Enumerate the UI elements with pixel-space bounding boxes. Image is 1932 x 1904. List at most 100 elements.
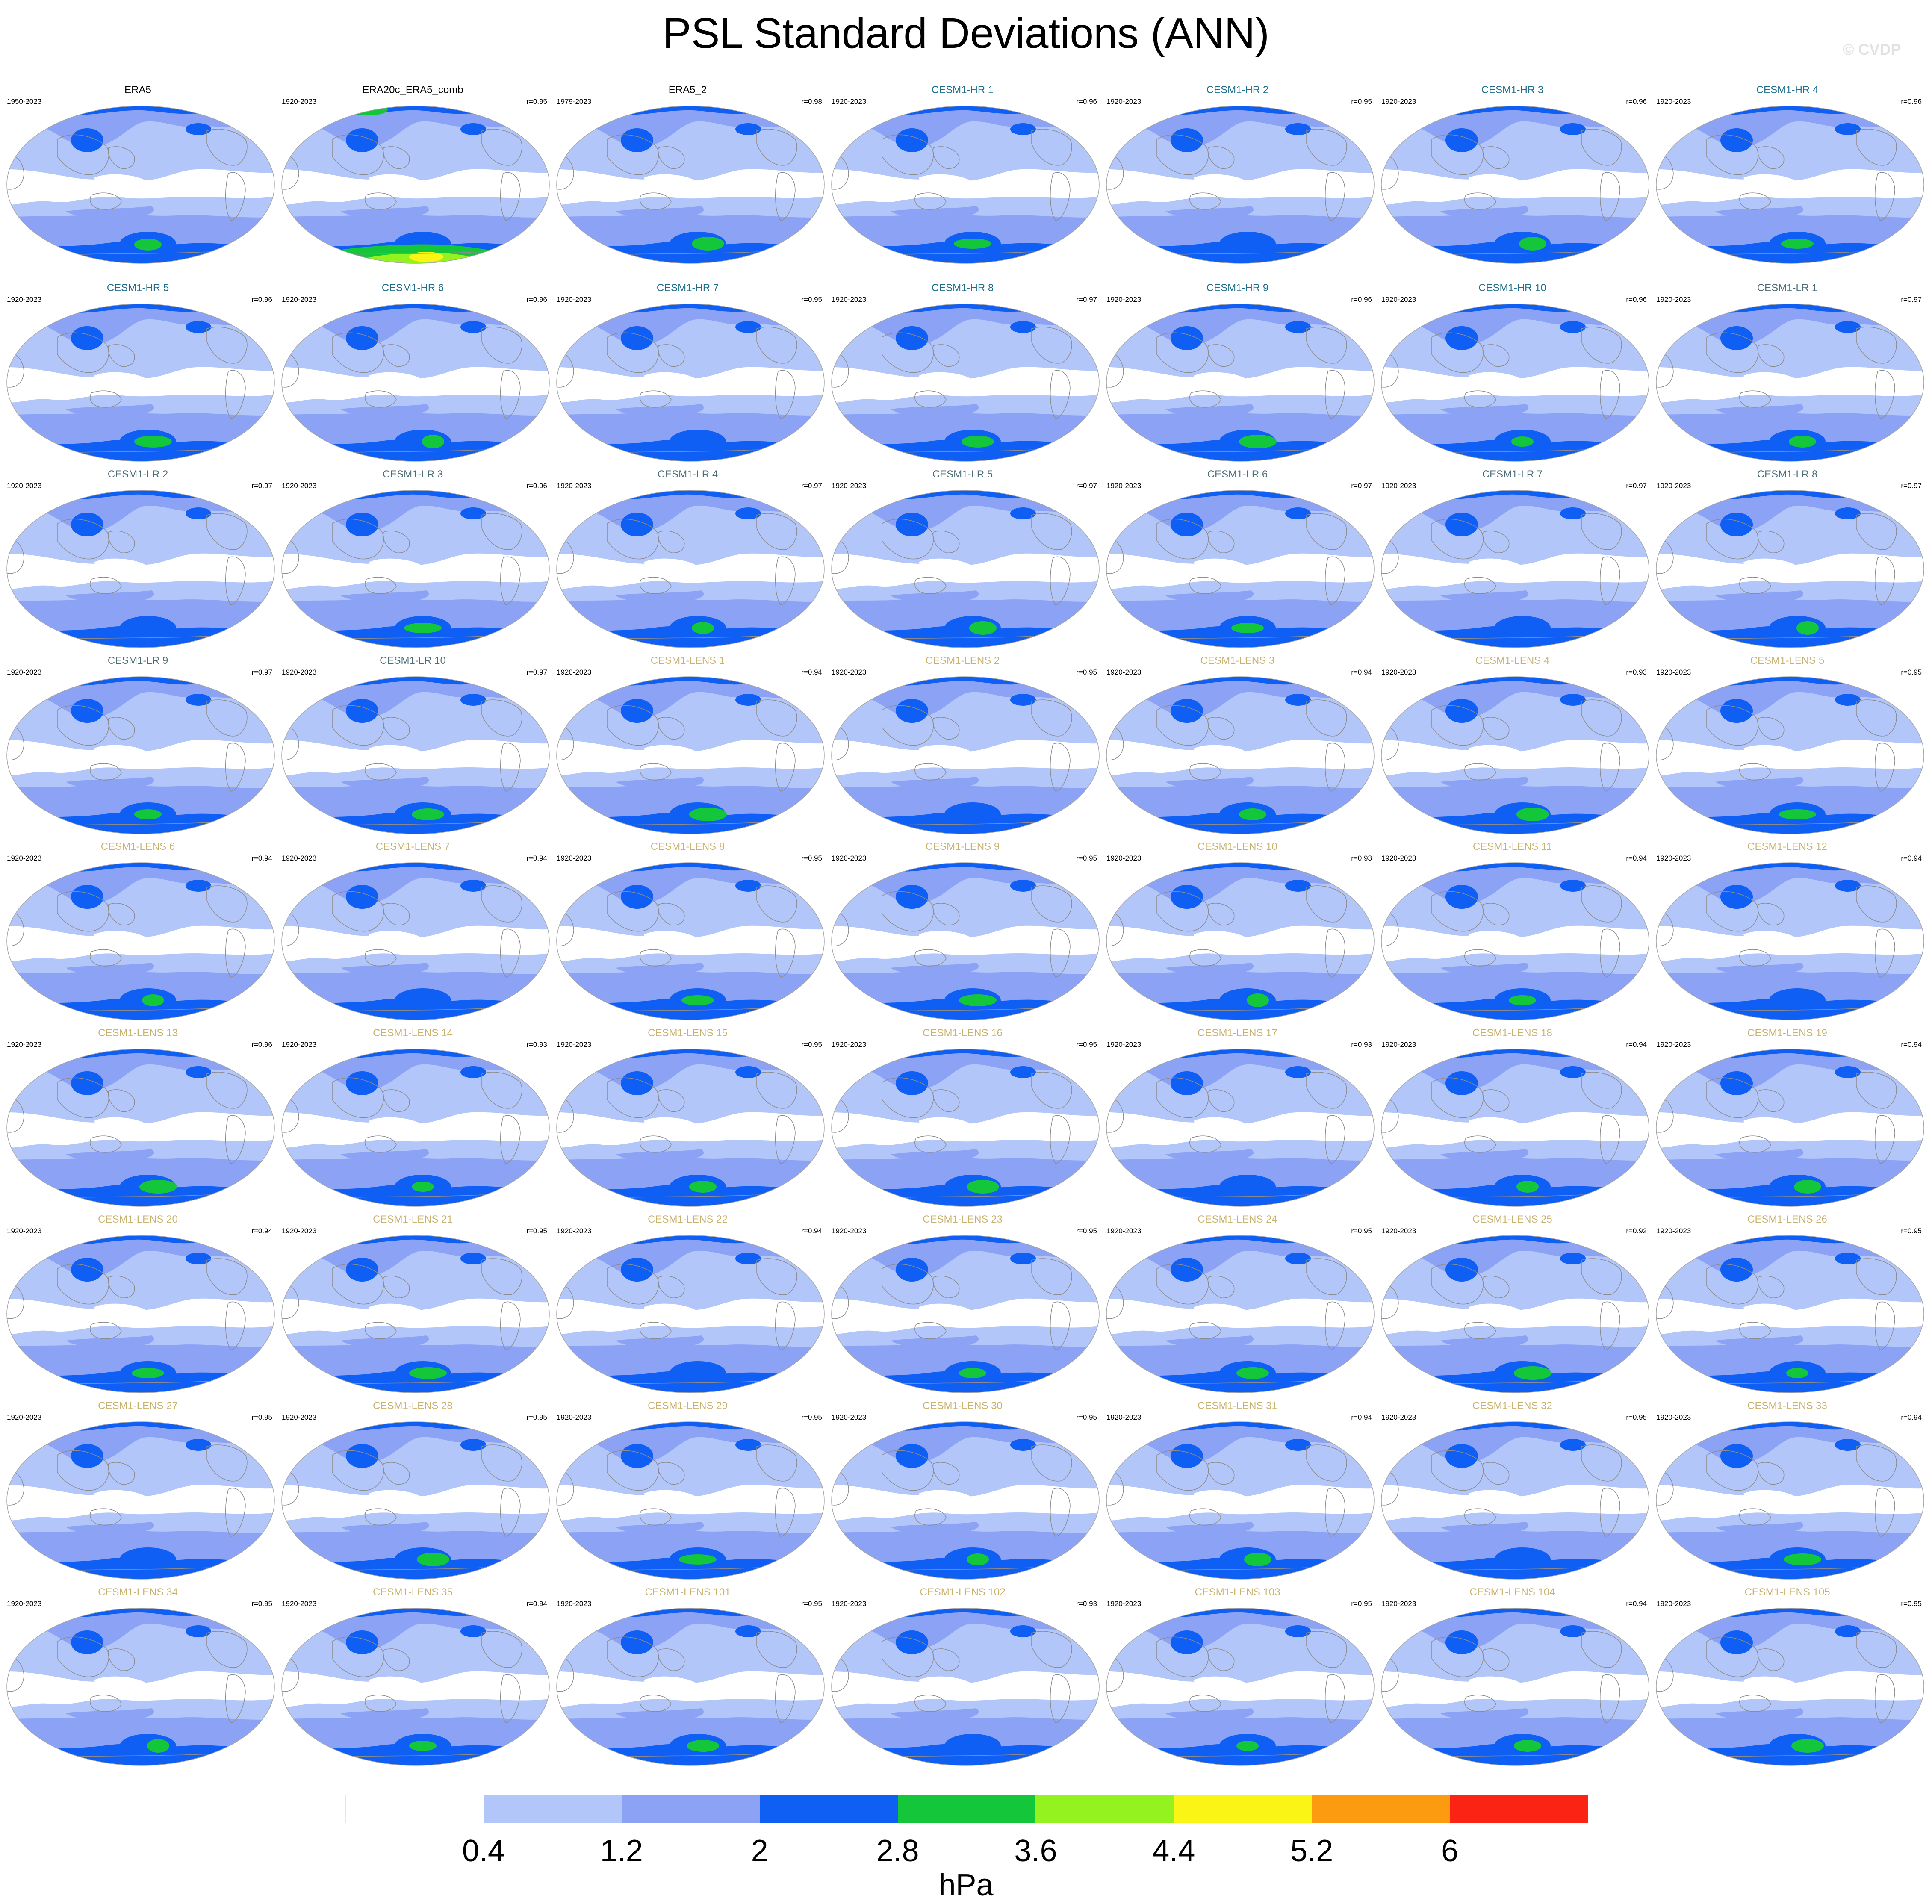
aleutian-low-center — [71, 1444, 103, 1468]
panel-years: 1920-2023 — [1106, 854, 1142, 862]
amundsen-peak — [134, 436, 172, 448]
field-south-mid-tongue — [1440, 1149, 1529, 1161]
land-outline — [1600, 1674, 1620, 1723]
field-south-mid-tongue — [1440, 1708, 1529, 1721]
land-outline — [500, 1301, 521, 1350]
land-outline — [1600, 743, 1620, 792]
copyright-label: © CVDP — [1843, 41, 1901, 58]
land-outline — [481, 327, 522, 364]
icelandic-low-center — [186, 1253, 211, 1264]
map-frame — [831, 1421, 1100, 1580]
land-outline — [1431, 1450, 1484, 1491]
panel-years: 1920-2023 — [1381, 482, 1416, 490]
field-south-mid-tongue — [66, 1522, 154, 1534]
panel-title: CESM1-LENS 10 — [1198, 841, 1277, 852]
map-frame — [556, 1421, 825, 1580]
panel-pattern-correlation: r=0.94 — [1626, 1600, 1647, 1608]
land-outline — [332, 1264, 384, 1305]
field-tropical-minimum — [282, 1485, 549, 1521]
field-west-minimum — [44, 179, 74, 190]
field-west-minimum — [594, 1308, 624, 1319]
amundsen-peak — [422, 435, 444, 448]
aleutian-low-center — [1445, 128, 1478, 152]
panel-years: 1920-2023 — [7, 482, 42, 490]
map-frame — [6, 1049, 275, 1207]
field-tropical-minimum — [282, 1112, 549, 1148]
map-frame — [1656, 676, 1924, 834]
panel-pattern-correlation: r=0.94 — [1901, 1040, 1922, 1049]
field-maritime-minimum — [1743, 931, 1796, 947]
amundsen-peak — [412, 808, 444, 820]
land-outline — [914, 763, 947, 781]
map-frame — [556, 490, 825, 648]
psl-stddev-map — [831, 490, 1100, 648]
land-outline — [1757, 344, 1785, 367]
land-outline — [1050, 172, 1071, 221]
panel-title: CESM1-LENS 1 — [650, 655, 725, 666]
panel-title: CESM1-LR 9 — [107, 655, 168, 666]
field-maritime-minimum — [644, 1117, 697, 1133]
map-panel: CESM1-LENS 32 1920-2023 r=0.95 — [1375, 1397, 1650, 1581]
colorbar-units: hPa — [938, 1868, 994, 1902]
map-frame — [1656, 1049, 1924, 1207]
field-west-minimum — [1694, 563, 1724, 574]
field-south-mid-tongue — [66, 404, 154, 416]
aleutian-low-center — [346, 128, 378, 152]
land-outline — [1431, 332, 1484, 373]
field-maritime-minimum — [644, 745, 697, 761]
land-outline — [1706, 134, 1759, 175]
amundsen-peak — [689, 1181, 717, 1193]
aleutian-low-center — [1720, 1258, 1753, 1282]
field-south-mid-tongue — [341, 590, 429, 603]
land-outline — [1875, 1115, 1895, 1164]
land-outline — [607, 1077, 659, 1118]
field-south-mid-tongue — [66, 590, 154, 603]
land-outline — [1464, 1695, 1496, 1712]
land-outline — [756, 513, 797, 550]
panel-pattern-correlation: r=0.93 — [1626, 668, 1647, 676]
field-tropical-minimum — [282, 1671, 549, 1707]
aleutian-low-center — [346, 885, 378, 909]
land-outline — [1739, 1508, 1771, 1526]
map-frame — [1106, 1235, 1375, 1393]
field-maritime-minimum — [1194, 1303, 1247, 1320]
aleutian-low-center — [896, 1630, 928, 1654]
field-maritime-minimum — [1743, 174, 1796, 190]
field-south-mid-tongue — [1440, 1335, 1529, 1348]
map-frame — [1381, 862, 1649, 1020]
field-west-minimum — [869, 935, 899, 946]
field-maritime-minimum — [369, 558, 422, 575]
psl-stddev-map — [1656, 1608, 1924, 1766]
icelandic-low-center — [735, 1625, 761, 1637]
psl-stddev-map — [6, 1049, 275, 1207]
map-panel: CESM1-LENS 101 1920-2023 r=0.95 — [550, 1583, 826, 1767]
panel-title: CESM1-HR 3 — [1481, 84, 1544, 96]
icelandic-low-center — [1560, 694, 1586, 706]
field-maritime-minimum — [369, 1490, 422, 1506]
panel-title: CESM1-LENS 30 — [923, 1400, 1003, 1412]
map-frame — [6, 1235, 275, 1393]
icelandic-low-center — [1285, 321, 1311, 333]
field-tropical-minimum — [1381, 925, 1649, 961]
amundsen-peak — [1247, 993, 1269, 1007]
field-tropical-minimum — [1106, 1112, 1374, 1148]
land-outline — [1600, 556, 1620, 605]
land-outline — [1600, 172, 1620, 221]
map-frame — [281, 862, 550, 1020]
icelandic-low-center — [460, 123, 486, 135]
icelandic-low-center — [735, 880, 761, 892]
psl-stddev-map — [556, 1235, 825, 1393]
map-frame — [281, 1608, 550, 1766]
amundsen-peak — [1781, 239, 1814, 249]
field-west-minimum — [869, 179, 899, 190]
field-west-minimum — [1419, 1681, 1449, 1692]
land-outline — [658, 531, 685, 553]
panel-pattern-correlation: r=0.94 — [1626, 1040, 1647, 1049]
land-outline — [640, 1322, 672, 1339]
field-maritime-minimum — [1194, 558, 1247, 575]
map-frame — [556, 106, 825, 264]
land-outline — [383, 344, 410, 367]
field-maritime-minimum — [1743, 1490, 1796, 1506]
psl-stddev-map — [1381, 1049, 1649, 1207]
map-frame — [1381, 1235, 1649, 1393]
